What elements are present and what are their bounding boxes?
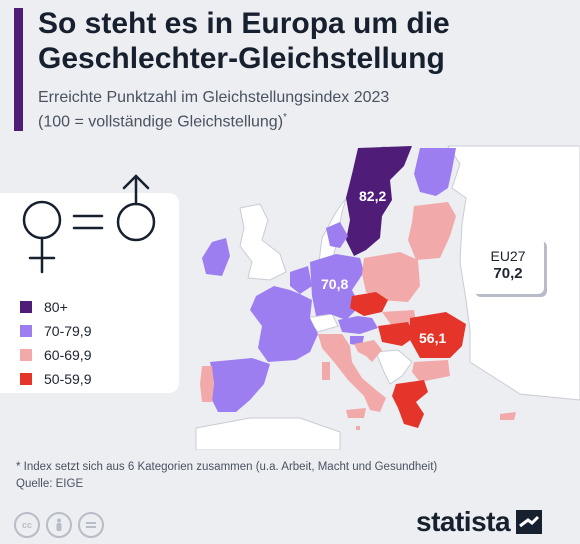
brand-logo[interactable]: statista [416,506,543,538]
country-portugal [200,366,214,402]
subtitle-footnote-mark: * [283,112,287,123]
by-icon [46,512,72,538]
country-hungary [378,322,416,346]
footnote-text: * Index setzt sich aus 6 Kategorien zusa… [16,461,438,473]
legend-swatch [20,301,32,313]
country-poland [362,252,420,302]
country-baltics [408,202,456,260]
legend-item: 50-59,9 [20,367,91,391]
map-label-sweden: 82,2 [359,188,387,204]
country-sicily [346,408,366,418]
nd-icon [78,512,104,538]
legend-swatch [20,325,32,337]
cc-icon: cc [14,512,40,538]
country-greece [392,380,428,428]
legend-swatch [20,373,32,385]
eu-average-value: 70,2 [493,265,523,282]
map-label-romania: 56,1 [419,330,447,346]
country-germany [310,254,364,320]
source-text: Quelle: EIGE [16,478,84,490]
female-equals-male-icon [22,174,156,274]
eu-average-label: EU27 [490,248,526,264]
legend-item: 60-69,9 [20,343,91,367]
legend-label: 70-79,9 [44,323,92,339]
country-malta [356,426,360,430]
country-sardinia [322,362,330,380]
country-benelux [290,266,312,294]
country-italy [318,334,386,412]
subtitle: Erreichte Punktzahl im Gleichstellungsin… [38,88,568,132]
legend-swatch [20,349,32,361]
country-france [250,286,318,362]
country-bulgaria [412,360,450,382]
license-icons: cc [14,512,104,538]
country-austria [338,316,378,334]
page-title: So steht es in Europa um die Geschlechte… [38,7,450,75]
region-north-africa [195,417,341,450]
region-uk [239,203,287,281]
accent-bar [14,8,23,131]
country-denmark [326,222,348,248]
map-label-france: 70,8 [321,276,349,292]
country-croatia [354,340,382,362]
subtitle-line-2: (100 = vollständige Gleichstellung) [38,113,284,131]
legend-item: 80+ [20,295,91,319]
person-icon [56,518,62,531]
country-czechia [350,292,388,316]
legend-label: 80+ [44,299,68,315]
equals-icon [86,522,96,528]
country-spain [210,358,270,412]
legend-label: 60-69,9 [44,347,92,363]
statista-mark-icon [516,510,543,534]
eu-average-box: EU27 70,2 [472,238,544,294]
subtitle-line-1: Erreichte Punktzahl im Gleichstellungsin… [38,89,390,106]
country-ireland [202,238,230,276]
brand-name: statista [416,506,511,537]
country-romania [410,312,466,358]
legend-label: 50-59,9 [44,371,92,387]
footnote: * Index setzt sich aus 6 Kategorien zusa… [16,459,576,493]
europe-map [195,145,580,450]
country-cyprus [500,412,516,420]
country-sweden [346,146,412,256]
legend-item: 70-79,9 [20,319,91,343]
country-slovakia [382,310,416,326]
country-finland [414,148,456,196]
legend: 80+ 70-79,9 60-69,9 50-59,9 [20,295,91,391]
region-balkans [375,349,413,385]
